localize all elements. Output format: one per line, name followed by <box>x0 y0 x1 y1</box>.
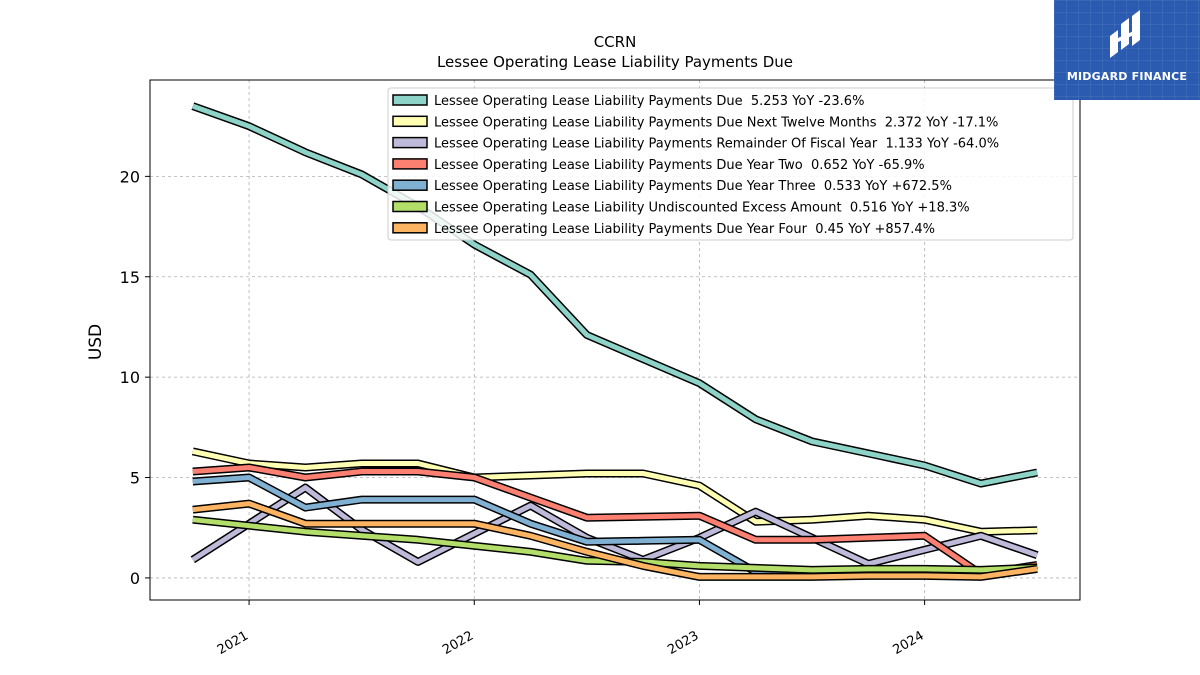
x-tick-label: 2024 <box>890 628 926 658</box>
y-axis-ticks: 0 5 10 15 20 <box>120 167 150 588</box>
legend-entry-label: Lessee Operating Lease Liability Payment… <box>434 179 952 194</box>
midgard-logo-icon <box>1110 10 1140 58</box>
chart-title: CCRN <box>594 33 637 51</box>
y-tick-label: 15 <box>120 268 140 287</box>
y-tick-label: 20 <box>120 167 140 186</box>
legend-swatch <box>392 158 428 170</box>
plot-frame <box>149 79 1081 601</box>
legend-entry-label: Lessee Operating Lease Liability Undisco… <box>434 201 970 216</box>
y-axis-label: USD <box>86 324 106 360</box>
series-line <box>192 501 1038 580</box>
series-1 <box>191 102 1038 488</box>
series-2 <box>191 447 1038 536</box>
legend-entry-label: Lessee Operating Lease Liability Payment… <box>434 158 925 173</box>
legend-entry-label: Lessee Operating Lease Liability Payment… <box>434 137 999 152</box>
legend-entry-label: Lessee Operating Lease Liability Payment… <box>434 94 864 109</box>
x-axis-ticks: 2021 2022 2023 2024 <box>215 600 927 658</box>
legend-swatch <box>392 179 428 191</box>
legend-swatch <box>392 136 428 149</box>
legend-swatch <box>392 94 428 106</box>
series-line <box>191 103 1038 487</box>
legend-swatch <box>392 115 428 128</box>
series-lines <box>190 102 1039 581</box>
y-tick-label: 5 <box>130 469 140 488</box>
legend: Lessee Operating Lease Liability Payment… <box>387 87 1074 241</box>
legend-box <box>387 87 1074 241</box>
brand-logo: MIDGARD FINANCE <box>1054 0 1200 100</box>
series-line <box>192 465 1038 577</box>
brand-name: MIDGARD FINANCE <box>1066 70 1188 83</box>
series-3 <box>190 483 1039 568</box>
series-7 <box>192 499 1038 581</box>
y-tick-label: 10 <box>120 368 140 387</box>
legend-entry-label: Lessee Operating Lease Liability Payment… <box>434 222 935 237</box>
x-tick-label: 2021 <box>215 628 251 658</box>
legend-swatch <box>392 222 428 234</box>
x-tick-label: 2022 <box>440 628 476 658</box>
series-line <box>191 485 1039 567</box>
legend-swatch <box>392 200 428 213</box>
y-tick-label: 0 <box>130 569 140 588</box>
series-line <box>192 448 1038 535</box>
x-tick-label: 2023 <box>665 628 701 658</box>
legend-entry-label: Lessee Operating Lease Liability Payment… <box>434 115 998 130</box>
series-4 <box>192 463 1038 578</box>
chart-subtitle: Lessee Operating Lease Liability Payment… <box>437 53 793 71</box>
